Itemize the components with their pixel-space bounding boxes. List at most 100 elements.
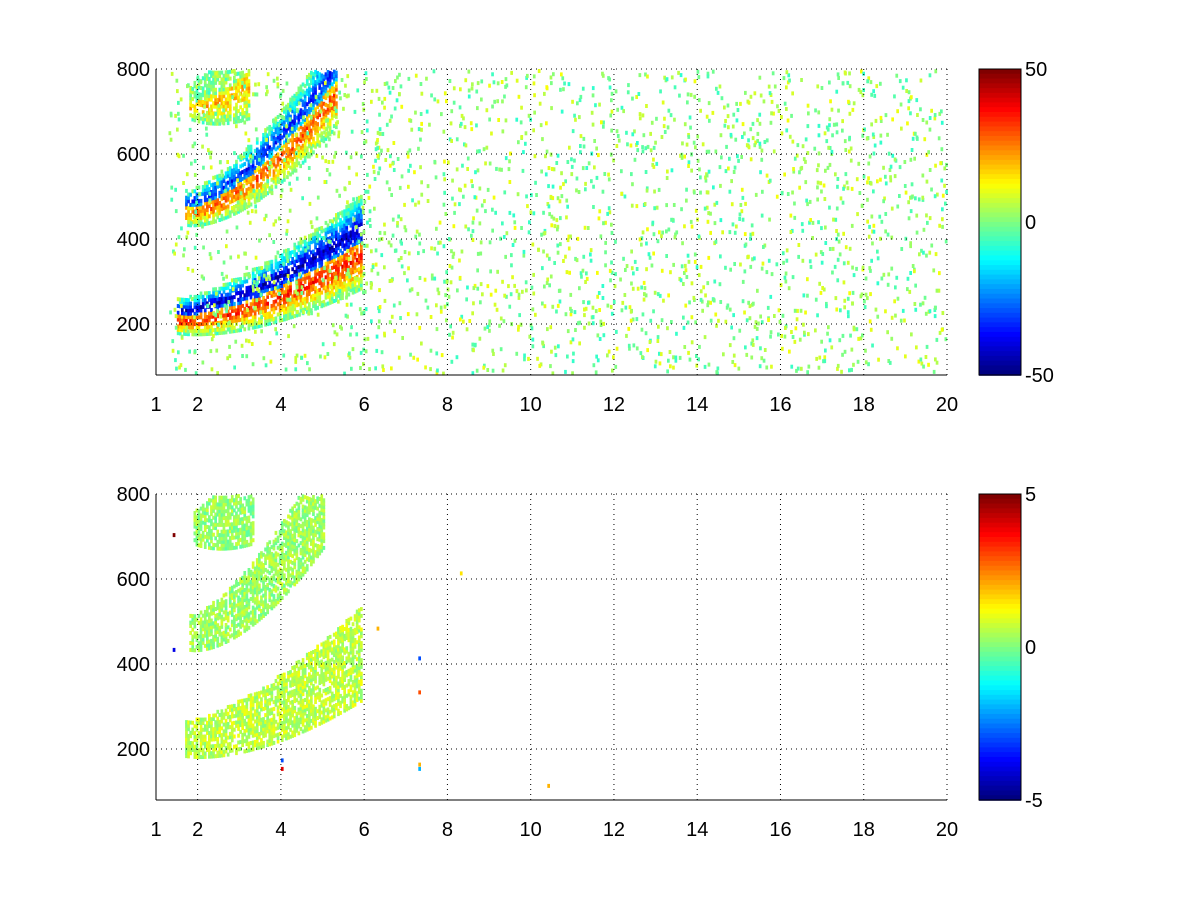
heatmap-cell (174, 325, 178, 330)
heatmap-cell (870, 214, 874, 219)
heatmap-cell (419, 112, 423, 116)
heatmap-cell (208, 97, 211, 102)
heatmap-cell (328, 74, 332, 79)
heatmap-cell (430, 276, 434, 281)
heatmap-cell (687, 350, 690, 355)
heatmap-cell (299, 260, 303, 265)
heatmap-cell (724, 265, 727, 270)
heatmap-cell (310, 294, 313, 299)
heatmap-cell (320, 138, 324, 143)
heatmap-cell (433, 97, 437, 102)
heatmap-cell (255, 188, 259, 193)
heatmap-cell (919, 107, 922, 112)
heatmap-cell (773, 314, 776, 318)
heatmap-cell (291, 250, 294, 255)
heatmap-cell (878, 214, 882, 219)
heatmap-cell (203, 191, 207, 196)
heatmap-cell (291, 146, 294, 151)
heatmap-cell (889, 175, 892, 180)
heatmap-cell (264, 268, 267, 273)
heatmap-cell (303, 245, 307, 250)
heatmap-cell (938, 330, 942, 335)
heatmap-cell (870, 122, 873, 127)
heatmap-cell (241, 80, 244, 85)
heatmap-cell (935, 288, 939, 293)
heatmap-cell (284, 252, 288, 257)
heatmap-cell (611, 368, 614, 373)
heatmap-cell (181, 314, 184, 319)
heatmap-cell (353, 235, 357, 240)
heatmap-cell (314, 144, 317, 149)
heatmap-cell (199, 80, 203, 85)
heatmap-cell (202, 245, 205, 250)
heatmap-cell (258, 324, 261, 329)
heatmap-cell (751, 338, 755, 343)
heatmap-cell (650, 120, 654, 125)
heatmap-cell (602, 120, 605, 125)
heatmap-cell (241, 74, 244, 79)
heatmap-cell (326, 352, 330, 356)
heatmap-cell (592, 363, 596, 368)
heatmap-cell (268, 341, 272, 346)
heatmap-cell (214, 71, 218, 76)
heatmap-cell (827, 325, 830, 330)
heatmap-cell (228, 100, 232, 105)
heatmap-cell (285, 313, 288, 318)
heatmap-cell (646, 144, 650, 149)
heatmap-cell (233, 106, 236, 111)
heatmap-cell (314, 110, 317, 115)
heatmap-cell (221, 173, 224, 178)
heatmap-cell (652, 157, 655, 162)
heatmap-cell (795, 317, 799, 322)
heatmap-cell (201, 110, 205, 115)
heatmap-cell (684, 303, 688, 308)
heatmap-cell (476, 81, 480, 86)
heatmap-cell (491, 228, 494, 233)
heatmap-cell (692, 295, 696, 300)
heatmap-cell (239, 71, 242, 76)
heatmap-cell (415, 312, 419, 317)
heatmap-cell (201, 212, 205, 217)
heatmap-cell (314, 293, 317, 297)
heatmap-cell (208, 193, 211, 198)
heatmap-cell (299, 274, 303, 279)
heatmap-cell (351, 280, 355, 285)
heatmap-cell (280, 273, 284, 278)
heatmap-cell (400, 174, 404, 179)
heatmap-cell (293, 138, 297, 142)
heatmap-cell (308, 288, 311, 293)
heatmap-cell (197, 102, 201, 107)
heatmap-cell (247, 82, 251, 87)
heatmap-cell (355, 213, 359, 218)
heatmap-cell (189, 315, 192, 320)
heatmap-cell (280, 297, 284, 302)
heatmap-cell (254, 255, 258, 260)
heatmap-cell (220, 330, 224, 335)
heatmap-cell (513, 283, 516, 288)
heatmap-cell (316, 101, 319, 106)
heatmap-cell (248, 220, 252, 225)
heatmap-cell (260, 315, 263, 320)
heatmap-cell (178, 365, 181, 370)
heatmap-cell (849, 146, 853, 151)
heatmap-cell (263, 217, 266, 222)
heatmap-cell (943, 183, 946, 188)
heatmap-cell (310, 70, 313, 75)
heatmap-cell (868, 266, 872, 271)
heatmap-cell (199, 116, 203, 121)
heatmap-cell (429, 367, 432, 372)
heatmap-cell (280, 121, 284, 126)
heatmap-cell (316, 305, 319, 310)
heatmap-cell (324, 96, 328, 101)
heatmap-cell (328, 268, 332, 273)
heatmap-cell (283, 164, 286, 169)
heatmap-cell (330, 238, 334, 243)
heatmap-cell (355, 285, 359, 290)
heatmap-cell (316, 292, 319, 297)
heatmap-cell (276, 84, 280, 89)
heatmap-cell (299, 108, 303, 113)
heatmap-cell (251, 278, 255, 282)
heatmap-cell (208, 70, 211, 75)
heatmap-cell (253, 294, 257, 299)
heatmap-cell (335, 213, 338, 218)
